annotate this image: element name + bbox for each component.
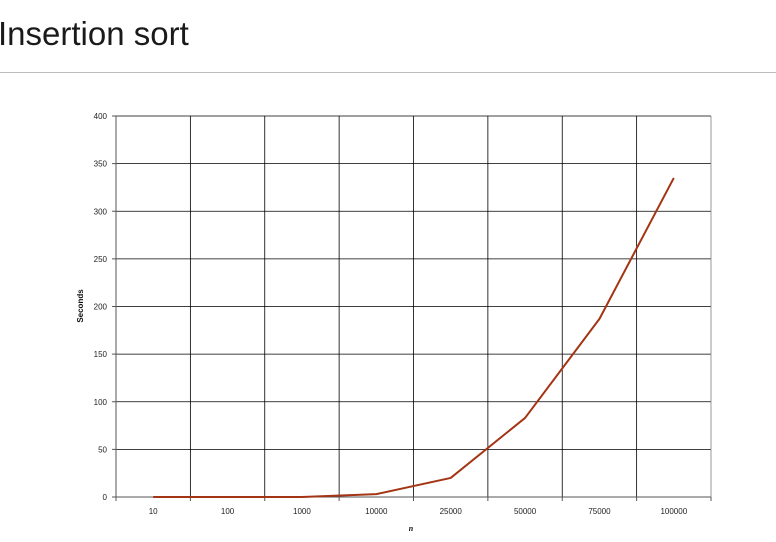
- y-tick-label: 400: [94, 112, 108, 121]
- title-divider: [0, 72, 776, 73]
- y-tick-label: 50: [98, 445, 107, 454]
- x-tick-label: 50000: [514, 507, 537, 516]
- x-tick-label: 75000: [588, 507, 611, 516]
- y-tick-label: 150: [94, 350, 108, 359]
- y-tick-label: 350: [94, 160, 108, 169]
- y-axis-title: Seconds: [76, 289, 85, 323]
- gridlines: [116, 115, 712, 497]
- x-tick-label: 10000: [365, 507, 388, 516]
- y-tick-label: 100: [94, 398, 108, 407]
- y-tick-label: 0: [103, 493, 108, 502]
- x-tick-label: 1000: [293, 507, 311, 516]
- y-tick-label: 250: [94, 255, 108, 264]
- x-axis-title: n: [409, 524, 414, 533]
- slide-title: Insertion sort: [0, 15, 189, 52]
- series-line: [153, 177, 675, 498]
- y-tick-label: 200: [94, 303, 108, 312]
- series-layer: [153, 177, 675, 498]
- x-tick-label: 25000: [440, 507, 463, 516]
- x-tick-label: 100: [221, 507, 235, 516]
- y-tick-label: 300: [94, 207, 108, 216]
- x-tick-label: 10: [149, 507, 158, 516]
- axes: [112, 115, 712, 501]
- x-tick-label: 100000: [660, 507, 687, 516]
- tick-labels: 0 50 100 150 200 250 300 350 400 10 100 1000 10000 25…: [94, 112, 688, 516]
